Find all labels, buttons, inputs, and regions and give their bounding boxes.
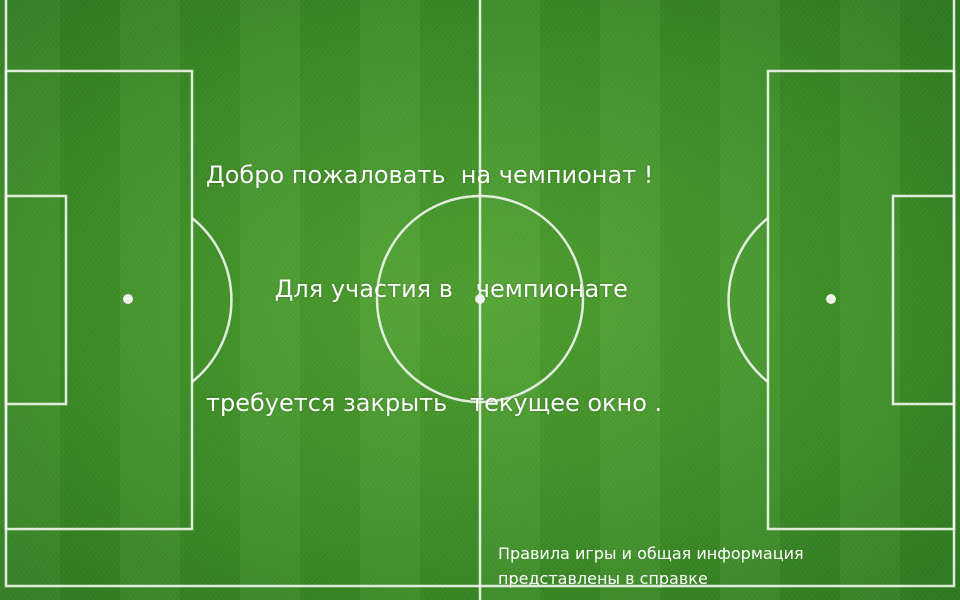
help-note-line-1: Правила игры и общая информация xyxy=(498,544,804,563)
center-circle xyxy=(375,194,585,404)
right-penalty-arc xyxy=(727,217,769,383)
welcome-message: Добро пожаловать на чемпионат ! Для учас… xyxy=(206,80,766,498)
right-goal-box xyxy=(891,194,956,406)
left-goal-box xyxy=(4,194,68,406)
left-penalty-box xyxy=(4,69,194,531)
center-spot xyxy=(475,294,485,304)
welcome-line-2: Для участия в чемпионате xyxy=(206,275,628,303)
help-note: Правила игры и общая информация представ… xyxy=(498,541,938,591)
welcome-line-1: Добро пожаловать на чемпионат ! xyxy=(206,161,654,189)
help-note-line-2: представлены в справке xyxy=(498,569,708,588)
right-penalty-box xyxy=(766,69,956,531)
left-penalty-spot xyxy=(123,294,133,304)
left-penalty-arc xyxy=(191,217,233,383)
right-penalty-spot xyxy=(826,294,836,304)
welcome-line-3: требуется закрыть текущее окно . xyxy=(206,389,663,417)
